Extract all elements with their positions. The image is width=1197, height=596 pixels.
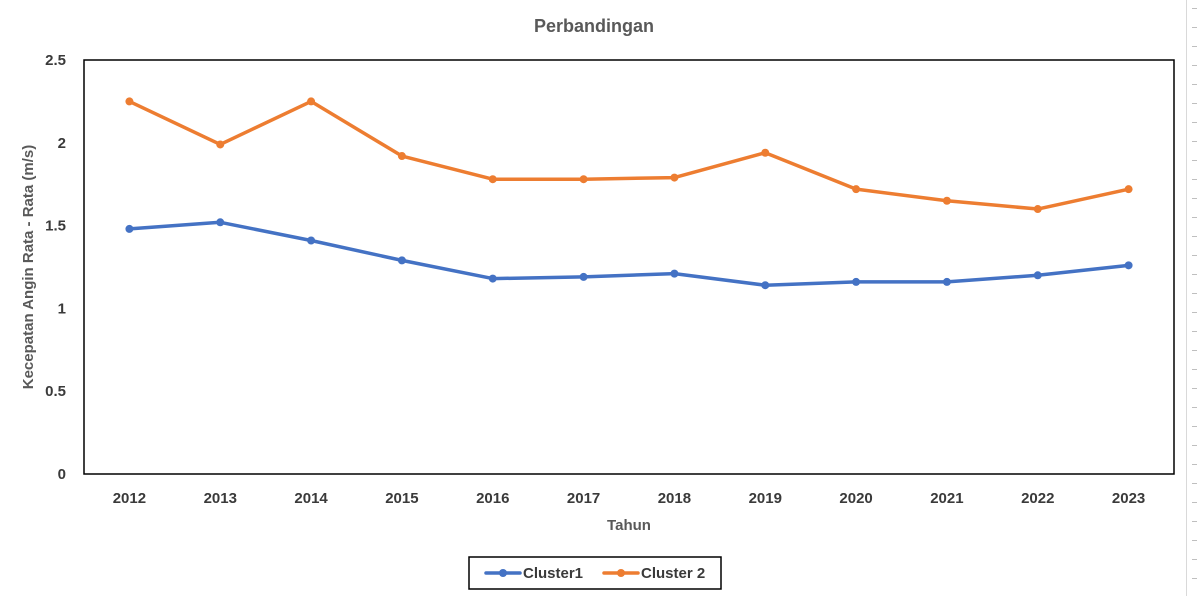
data-point xyxy=(670,269,679,278)
x-axis-label: Tahun xyxy=(607,517,651,534)
strip-tick xyxy=(1192,369,1197,370)
legend: Cluster1 Cluster 2 xyxy=(468,556,722,590)
strip-tick xyxy=(1192,312,1197,313)
series-1 xyxy=(125,218,1133,290)
y-axis-ticks: 0 0.5 1 1.5 2 2.5 xyxy=(45,52,66,483)
strip-tick xyxy=(1192,160,1197,161)
y-axis-label: Kecepatan Angin Rata - Rata (m/s) xyxy=(20,145,37,390)
series-line xyxy=(127,220,1131,287)
data-point xyxy=(1033,271,1042,280)
x-tick-label: 2014 xyxy=(294,490,328,507)
strip-tick xyxy=(1192,388,1197,389)
strip-tick xyxy=(1192,179,1197,180)
x-tick-label: 2020 xyxy=(839,490,872,507)
strip-tick xyxy=(1192,464,1197,465)
legend-marker-icon xyxy=(617,569,625,577)
data-point xyxy=(579,175,588,184)
data-point xyxy=(761,148,770,157)
series-2 xyxy=(125,97,1133,214)
strip-tick xyxy=(1192,483,1197,484)
data-point xyxy=(216,140,225,149)
strip-tick xyxy=(1192,46,1197,47)
data-point xyxy=(670,173,679,182)
y-tick-label: 0.5 xyxy=(45,383,66,400)
y-tick-label: 1 xyxy=(58,300,66,317)
strip-tick xyxy=(1192,350,1197,351)
x-tick-label: 2015 xyxy=(385,490,418,507)
data-point xyxy=(1124,261,1133,270)
legend-marker-icon xyxy=(499,569,507,577)
data-point xyxy=(488,175,497,184)
legend-label: Cluster1 xyxy=(523,565,583,582)
x-tick-label: 2018 xyxy=(658,490,691,507)
data-point xyxy=(942,277,951,286)
data-point xyxy=(1124,185,1133,194)
data-point xyxy=(852,185,861,194)
data-point xyxy=(761,281,770,290)
legend-item: Cluster1 xyxy=(484,565,583,582)
series-layer xyxy=(125,97,1133,290)
data-point xyxy=(397,152,406,161)
strip-tick xyxy=(1192,122,1197,123)
y-tick-label: 1.5 xyxy=(45,218,66,235)
x-tick-label: 2013 xyxy=(204,490,237,507)
y-tick-label: 2.5 xyxy=(45,52,66,69)
legend-item: Cluster 2 xyxy=(602,565,705,582)
data-point xyxy=(1033,205,1042,214)
x-tick-label: 2017 xyxy=(567,490,600,507)
plot-area xyxy=(83,59,1175,475)
strip-tick xyxy=(1192,274,1197,275)
x-tick-label: 2023 xyxy=(1112,490,1145,507)
x-tick-label: 2021 xyxy=(930,490,963,507)
data-point xyxy=(125,97,134,106)
x-tick-label: 2012 xyxy=(113,490,146,507)
data-point xyxy=(125,224,134,233)
strip-tick xyxy=(1192,540,1197,541)
strip-tick xyxy=(1192,407,1197,408)
strip-tick xyxy=(1192,445,1197,446)
data-point xyxy=(307,236,316,245)
data-point xyxy=(216,218,225,227)
strip-tick xyxy=(1192,141,1197,142)
strip-tick xyxy=(1192,293,1197,294)
data-point xyxy=(488,274,497,283)
strip-tick xyxy=(1192,502,1197,503)
legend-label: Cluster 2 xyxy=(641,565,705,582)
strip-tick xyxy=(1192,426,1197,427)
strip-tick xyxy=(1192,578,1197,579)
strip-tick xyxy=(1192,331,1197,332)
x-tick-label: 2022 xyxy=(1021,490,1054,507)
strip-tick xyxy=(1192,198,1197,199)
strip-tick xyxy=(1192,559,1197,560)
strip-tick xyxy=(1192,103,1197,104)
data-point xyxy=(397,256,406,265)
strip-tick xyxy=(1192,84,1197,85)
y-tick-label: 0 xyxy=(58,466,66,483)
series-line xyxy=(127,99,1131,211)
strip-tick xyxy=(1192,217,1197,218)
data-point xyxy=(579,272,588,281)
strip-tick xyxy=(1192,8,1197,9)
data-point xyxy=(852,277,861,286)
strip-tick xyxy=(1192,65,1197,66)
right-edge-scrollbar xyxy=(1186,0,1197,596)
y-tick-label: 2 xyxy=(58,135,66,152)
strip-tick xyxy=(1192,27,1197,28)
x-axis-ticks: 2012 2013 2014 2015 2016 2017 2018 2019 2020 2021… xyxy=(113,490,1146,507)
strip-tick xyxy=(1192,236,1197,237)
x-tick-label: 2019 xyxy=(749,490,782,507)
data-point xyxy=(307,97,316,106)
x-tick-label: 2016 xyxy=(476,490,509,507)
strip-tick xyxy=(1192,255,1197,256)
strip-tick xyxy=(1192,521,1197,522)
chart-title: Perbandingan xyxy=(534,16,654,36)
legend-items: Cluster1 Cluster 2 xyxy=(484,565,705,582)
data-point xyxy=(942,196,951,205)
